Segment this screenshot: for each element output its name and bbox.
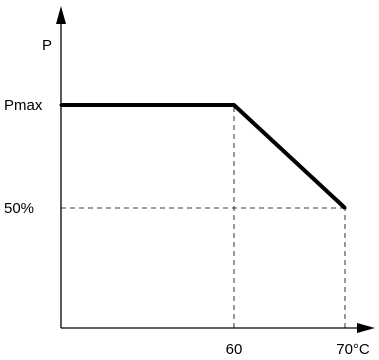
data-point-1 <box>232 103 236 107</box>
data-point-0 <box>59 103 63 107</box>
y-tick-label-0: Pmax <box>4 97 43 114</box>
series-line <box>61 103 347 210</box>
series <box>59 103 347 210</box>
guide-lines <box>61 105 346 328</box>
y-tick-label-1: 50% <box>4 200 34 217</box>
y-axis-label: P <box>42 37 52 54</box>
axes <box>56 6 375 333</box>
x-tick-label-1: 70°C <box>336 341 370 358</box>
y-axis-arrow <box>56 6 66 24</box>
data-point-2 <box>343 206 347 210</box>
labels: P 60 70°C Pmax 50% <box>4 37 370 358</box>
x-axis-arrow <box>357 323 375 333</box>
x-tick-label-0: 60 <box>226 341 243 358</box>
